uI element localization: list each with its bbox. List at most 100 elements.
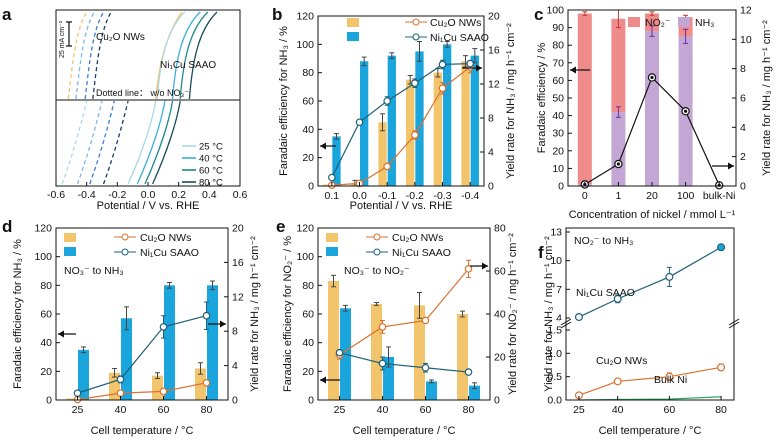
bar-ni-60 xyxy=(164,285,175,400)
bar-ni-25 xyxy=(78,349,89,400)
x-axis-tick-label: 0.1 xyxy=(325,190,340,202)
yield-point-cu2o xyxy=(383,162,391,171)
label-cu2o: Cu₂O NWs xyxy=(96,32,145,43)
y-axis-tick-label: 80 xyxy=(552,40,564,52)
y-axis-tick-label: 60 xyxy=(302,309,314,321)
yield-point-ni xyxy=(159,323,168,331)
legend-label-ni: Ni₁Cu SAAO xyxy=(430,32,489,44)
legend-swatch-cu2o xyxy=(347,18,359,27)
yield-point-cu2o xyxy=(411,131,419,139)
x-axis-tick-label: 60 xyxy=(420,404,432,416)
cu2o-curve xyxy=(154,11,183,100)
bar-cu2o-60 xyxy=(152,375,163,400)
series-point-0 xyxy=(717,243,726,252)
yield-point-ni xyxy=(411,79,419,87)
panel-d-x-label: Cell temperature / °C xyxy=(91,425,194,437)
panel-d-legend: Cu₂O NWs Ni₁Cu SAAO xyxy=(64,232,199,259)
x-axis-tick-label: 25 xyxy=(573,404,585,416)
yield-line-ni xyxy=(331,63,471,178)
yield-point-ni xyxy=(328,173,336,182)
panel-a-plot xyxy=(61,11,218,185)
x-axis-tick-label: bulk-Ni xyxy=(703,190,736,202)
y-axis-bottom-tick-label: 0.0 xyxy=(547,395,562,407)
y2-axis-tick-label: 16 xyxy=(488,45,500,57)
y2-axis-tick-label: 6 xyxy=(740,93,746,105)
y2-axis-tick-label: 8 xyxy=(232,326,238,338)
y-axis-top-tick-label: 4 xyxy=(556,313,562,325)
x-axis-tick-label: 40 xyxy=(115,404,127,416)
yield-point-cu2o xyxy=(438,84,447,93)
y2-axis-tick-label: 4 xyxy=(232,360,238,372)
y-axis-tick-label: 80 xyxy=(302,280,314,292)
panel-c-x-label: Concentration of nickel / mmol L⁻¹ xyxy=(569,209,736,221)
y-axis-top-tick-label: 13 xyxy=(550,227,562,239)
yield-point-cu2o xyxy=(464,265,473,273)
y-axis-bottom-tick-label: 0.5 xyxy=(547,371,562,383)
series-line-0 xyxy=(578,246,722,318)
yield-line-ni xyxy=(77,315,207,394)
panel-e-annotation: NO₃⁻ to NO₂⁻ xyxy=(344,265,410,277)
series-line-1 xyxy=(578,366,722,396)
ni-curve-bottom xyxy=(152,100,181,185)
x-axis-tick-label: 80 xyxy=(463,404,475,416)
x-axis-tick-label: 100 xyxy=(677,190,695,202)
bar-nh3-20 xyxy=(645,31,659,187)
y2-axis-tick-label: 80 xyxy=(494,223,506,235)
yield-point-ni xyxy=(383,97,391,105)
yield-point-cu2o xyxy=(202,378,211,387)
y2-axis-tick-label: 20 xyxy=(488,11,500,23)
panel-d: d 0 20 40 60 80 100 120 0 4 8 12 16 20 25 40 60 80 Cu₂O … xyxy=(2,217,261,437)
yield-point-ni xyxy=(466,59,474,68)
legend-marker-cu2o xyxy=(121,233,129,241)
label-dotted-line: Dotted line： w/o NO₃⁻ xyxy=(96,88,189,98)
panel-b-y-label: Faradaic efficiency for NH₃ / % xyxy=(278,26,290,176)
panel-d-annotation: NO₃⁻ to NH₃ xyxy=(64,265,124,277)
legend-label-ni: Ni₁Cu SAAO xyxy=(140,247,199,259)
legend-swatch-ni xyxy=(347,32,359,41)
dashed-curve-bottom xyxy=(61,100,88,185)
panel-e-letter: e xyxy=(276,217,285,236)
x-axis-tick-label: -0.1 xyxy=(378,190,396,202)
y2-axis-tick-label: 12 xyxy=(232,291,244,303)
legend-label-temp: 25 °C xyxy=(199,142,223,153)
x-axis-tick-label: 25 xyxy=(334,404,346,416)
x-axis-tick-label: 80 xyxy=(715,404,727,416)
bar-cu2o--0.1 xyxy=(378,122,387,186)
bar-nh3-1 xyxy=(611,112,626,186)
yield-point-cu2o xyxy=(116,389,125,397)
yield-line-cu2o xyxy=(339,268,469,356)
legend-label-ni: Ni₁Cu SAAO xyxy=(392,247,451,259)
temperature-legend: 25 °C40 °C60 °C80 °C xyxy=(182,142,223,189)
dashed-curve-bottom xyxy=(89,100,115,185)
yield-point-ni xyxy=(421,363,430,372)
y2-axis-tick-label: 8 xyxy=(488,113,494,125)
label-bulk-ni: Bulk Ni xyxy=(654,374,687,386)
yield-point-ni xyxy=(335,348,344,357)
series-point-0 xyxy=(574,313,583,322)
panel-a-x-label: Potential / V vs. RHE xyxy=(97,200,200,212)
dashed-curve-bottom xyxy=(76,100,103,185)
yield-point-ni xyxy=(116,375,125,384)
y2-axis-tick-label: 0 xyxy=(494,395,500,407)
series-point-0 xyxy=(613,294,622,303)
bar-cu2o-40 xyxy=(109,372,120,400)
series-point-0 xyxy=(665,272,674,281)
yield-point-cu2o xyxy=(421,316,430,325)
yield-point-ni xyxy=(378,359,387,368)
arrow-left-axis-head xyxy=(570,66,576,74)
bar-no2-20 xyxy=(645,13,659,32)
x-axis-tick-label: 60 xyxy=(664,404,676,416)
y-axis-tick-label: 80 xyxy=(40,280,52,292)
y-axis-tick-label: 50 xyxy=(552,93,564,105)
legend-swatch-nh3 xyxy=(678,17,690,27)
x-axis-tick-label: -0.4 xyxy=(461,190,479,202)
bar-cu2o--0.4 xyxy=(461,61,470,187)
legend-swatch-cu2o xyxy=(64,233,76,242)
yield-point-ni xyxy=(202,311,211,320)
panel-c-letter: c xyxy=(534,5,543,24)
y2-axis-tick-label: 40 xyxy=(494,309,506,321)
bar-cu2o-60 xyxy=(414,305,425,400)
legend-label-cu2o: Cu₂O NWs xyxy=(140,232,191,244)
y-axis-tick-label: 40 xyxy=(302,337,314,349)
bar-ni-40 xyxy=(383,357,394,400)
